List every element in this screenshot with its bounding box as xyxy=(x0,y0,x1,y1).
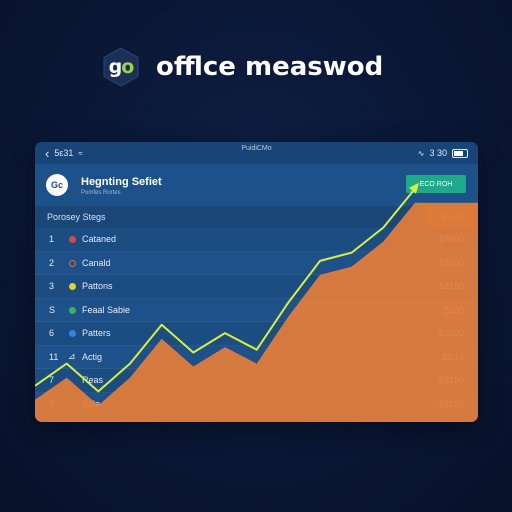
list-item-name: Pattons xyxy=(82,281,113,291)
list-item[interactable]: S Feaal Sabie $100 xyxy=(35,298,478,322)
list-item-amount: $7600 xyxy=(438,234,464,244)
list-item-name: Patters xyxy=(82,328,111,338)
status-left: ‹ 5ε31 ≈ xyxy=(45,145,83,161)
status-dot-icon xyxy=(69,306,76,314)
brand-name: offlce measwod xyxy=(156,52,384,82)
list-item-index: 3 xyxy=(49,281,55,291)
app-window: ‹ 5ε31 ≈ PuidiCMo ∿ 3 30 Gc Hegnting Sef… xyxy=(35,142,478,422)
list-item-amount: $7500 xyxy=(438,257,464,268)
logo-letter-right: o xyxy=(121,56,134,78)
signal-icon: ∿ xyxy=(417,148,425,158)
list-item-name: Feaal Sabie xyxy=(82,304,131,315)
list-header: Porosey Stegs $5.50 xyxy=(35,206,478,228)
list-item-amount: $3150 xyxy=(438,398,464,409)
list-item-name: Sale xyxy=(82,398,101,409)
list-item[interactable]: 3 Pattons $3160 xyxy=(35,275,478,299)
battery-fill xyxy=(454,150,463,156)
triangle-icon: ⊿ xyxy=(68,350,76,361)
list-item-name: Actig xyxy=(82,351,103,362)
status-dot-icon xyxy=(69,236,76,243)
hexagon-icon xyxy=(103,47,139,87)
status-dot-icon xyxy=(69,259,76,267)
list-item-name: Canald xyxy=(82,257,111,268)
app-logo: go xyxy=(100,46,142,88)
status-time: 5ε31 xyxy=(54,148,74,158)
list-item-index: S xyxy=(49,304,56,315)
list-item-index: 11 xyxy=(49,351,59,362)
page-title: Hegnting Sefiet xyxy=(81,176,162,188)
list-header-total: $5.50 xyxy=(426,206,478,228)
list-item-index: 7 xyxy=(49,398,55,409)
brand-header: go offlce measwod xyxy=(100,46,383,88)
list-item[interactable]: 1 Cataned $7600 xyxy=(35,228,478,252)
list-item[interactable]: 11 ⊿ Actig $3.14 xyxy=(35,345,478,369)
cta-button[interactable]: ECO ROH xyxy=(406,175,466,193)
list-item-index: 1 xyxy=(49,234,55,244)
status-center-text: PuidiCMo xyxy=(241,145,272,152)
page-subtitle: Pomfes Rortes xyxy=(81,190,121,196)
back-icon[interactable]: ‹ xyxy=(45,145,50,161)
list-item-name: Reas xyxy=(82,375,104,385)
list-item-amount: $3.14 xyxy=(441,351,464,362)
status-dot-icon xyxy=(69,330,76,337)
list-item[interactable]: 7 Reas $3150 xyxy=(35,369,478,393)
list-item[interactable]: 2Poaddeis$3160 xyxy=(35,416,478,422)
list-item[interactable]: 7 Sale $3150 xyxy=(35,392,478,416)
list-item-index: 2 xyxy=(49,257,55,268)
list-item-amount: $3150 xyxy=(438,375,464,385)
status-bar: ‹ 5ε31 ≈ PuidiCMo ∿ 3 30 xyxy=(35,142,478,164)
item-list: 1 Cataned $7600 2 Canald $7500 3 Pattons $3160 S F… xyxy=(35,228,478,422)
status-right: ∿ 3 30 xyxy=(418,148,468,158)
list-item-index: 6 xyxy=(49,328,55,338)
list-item-amount: $100 xyxy=(443,304,464,315)
list-item[interactable]: 2 Canald $7500 xyxy=(35,251,478,275)
status-right-text: 3 30 xyxy=(429,148,447,158)
status-dot-icon xyxy=(69,283,76,290)
list-header-title: Porosey Stegs xyxy=(47,212,106,222)
avatar[interactable]: Gc xyxy=(46,174,68,196)
list-item-amount: $7500 xyxy=(438,328,464,338)
list-item-index: 7 xyxy=(49,375,55,385)
logo-text: go xyxy=(108,56,135,78)
wifi-icon: ≈ xyxy=(78,148,83,158)
list-item-amount: $3160 xyxy=(438,281,464,291)
battery-icon xyxy=(452,148,468,158)
list-item-name: Cataned xyxy=(82,234,117,244)
logo-letter-left: g xyxy=(108,56,123,78)
list-item[interactable]: 6 Patters $7500 xyxy=(35,322,478,346)
